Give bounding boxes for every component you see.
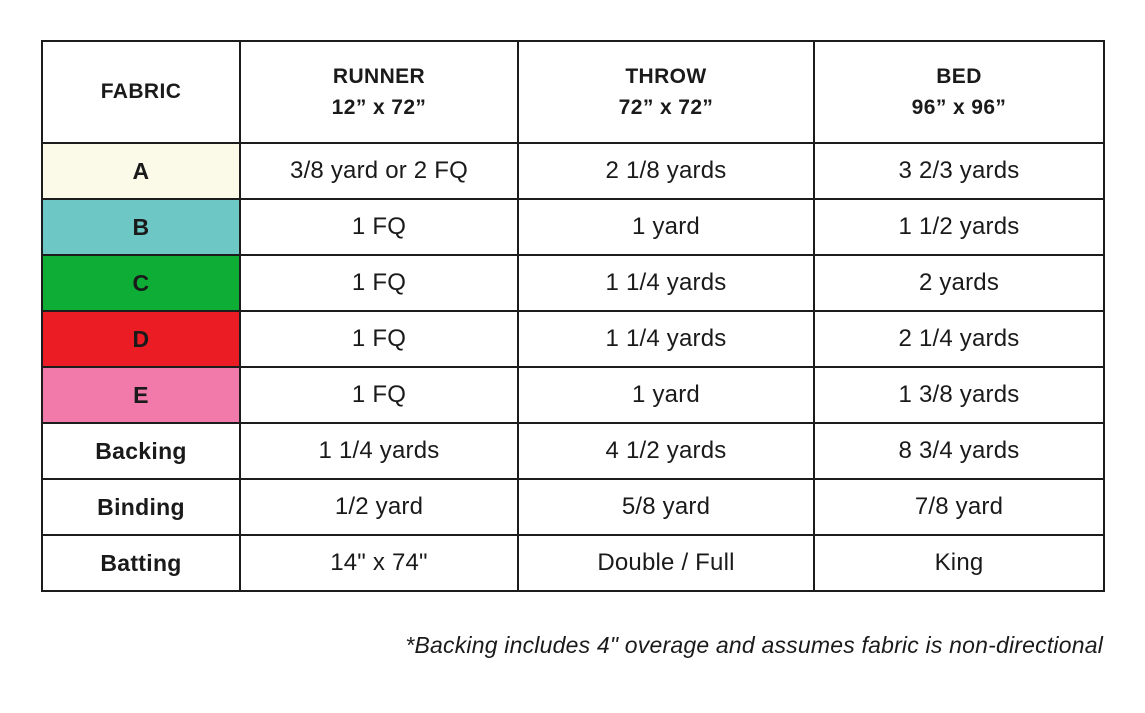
header-runner-label: RUNNER <box>332 64 426 88</box>
header-runner: RUNNER 12” x 72” <box>239 40 519 144</box>
fabric-requirements-section: FABRIC RUNNER 12” x 72” THROW 72” x 72” … <box>41 40 1105 592</box>
table-row-fabric-b: B 1 FQ 1 yard 1 1/2 yards <box>41 198 1105 256</box>
fabric-d-runner-value: 1 FQ <box>239 310 519 368</box>
fabric-a-bed-value: 3 2/3 yards <box>813 142 1105 200</box>
fabric-c-bed-value: 2 yards <box>813 254 1105 312</box>
table-row-backing: Backing 1 1/4 yards 4 1/2 yards 8 3/4 ya… <box>41 422 1105 480</box>
header-bed-label: BED <box>936 64 982 88</box>
header-fabric-label: FABRIC <box>100 80 182 104</box>
batting-runner-value: 14" x 74" <box>239 534 519 592</box>
table-row-batting: Batting 14" x 74" Double / Full King <box>41 534 1105 592</box>
table-row-binding: Binding 1/2 yard 5/8 yard 7/8 yard <box>41 478 1105 536</box>
fabric-d-swatch: D <box>41 310 241 368</box>
backing-footnote: *Backing includes 4" overage and assumes… <box>405 632 1103 658</box>
batting-throw-value: Double / Full <box>517 534 815 592</box>
header-bed: BED 96” x 96” <box>813 40 1105 144</box>
fabric-c-swatch: C <box>41 254 241 312</box>
binding-throw-value: 5/8 yard <box>517 478 815 536</box>
table-row-fabric-c: C 1 FQ 1 1/4 yards 2 yards <box>41 254 1105 312</box>
fabric-c-throw-value: 1 1/4 yards <box>517 254 815 312</box>
fabric-a-swatch: A <box>41 142 241 200</box>
binding-bed-value: 7/8 yard <box>813 478 1105 536</box>
fabric-e-runner-value: 1 FQ <box>239 366 519 424</box>
table-row-fabric-a: A 3/8 yard or 2 FQ 2 1/8 yards 3 2/3 yar… <box>41 142 1105 200</box>
fabric-d-bed-value: 2 1/4 yards <box>813 310 1105 368</box>
fabric-c-runner-value: 1 FQ <box>239 254 519 312</box>
fabric-e-throw-value: 1 yard <box>517 366 815 424</box>
table-body: A 3/8 yard or 2 FQ 2 1/8 yards 3 2/3 yar… <box>41 142 1105 592</box>
backing-throw-value: 4 1/2 yards <box>517 422 815 480</box>
backing-label: Backing <box>41 422 241 480</box>
fabric-e-bed-value: 1 3/8 yards <box>813 366 1105 424</box>
header-row: FABRIC RUNNER 12” x 72” THROW 72” x 72” … <box>41 40 1105 144</box>
fabric-a-runner-value: 3/8 yard or 2 FQ <box>239 142 519 200</box>
table-row-fabric-e: E 1 FQ 1 yard 1 3/8 yards <box>41 366 1105 424</box>
fabric-requirements-table: FABRIC RUNNER 12” x 72” THROW 72” x 72” … <box>41 40 1105 592</box>
header-bed-size: 96” x 96” <box>911 96 1007 119</box>
fabric-b-swatch: B <box>41 198 241 256</box>
header-throw: THROW 72” x 72” <box>517 40 815 144</box>
batting-label: Batting <box>41 534 241 592</box>
fabric-d-throw-value: 1 1/4 yards <box>517 310 815 368</box>
fabric-b-throw-value: 1 yard <box>517 198 815 256</box>
table-header: FABRIC RUNNER 12” x 72” THROW 72” x 72” … <box>41 40 1105 144</box>
header-throw-size: 72” x 72” <box>618 96 714 119</box>
batting-bed-value: King <box>813 534 1105 592</box>
header-throw-label: THROW <box>625 64 707 88</box>
binding-label: Binding <box>41 478 241 536</box>
header-runner-size: 12” x 72” <box>331 96 427 119</box>
table-row-fabric-d: D 1 FQ 1 1/4 yards 2 1/4 yards <box>41 310 1105 368</box>
binding-runner-value: 1/2 yard <box>239 478 519 536</box>
fabric-b-bed-value: 1 1/2 yards <box>813 198 1105 256</box>
backing-bed-value: 8 3/4 yards <box>813 422 1105 480</box>
fabric-a-throw-value: 2 1/8 yards <box>517 142 815 200</box>
backing-runner-value: 1 1/4 yards <box>239 422 519 480</box>
fabric-b-runner-value: 1 FQ <box>239 198 519 256</box>
fabric-e-swatch: E <box>41 366 241 424</box>
header-fabric: FABRIC <box>41 40 241 144</box>
